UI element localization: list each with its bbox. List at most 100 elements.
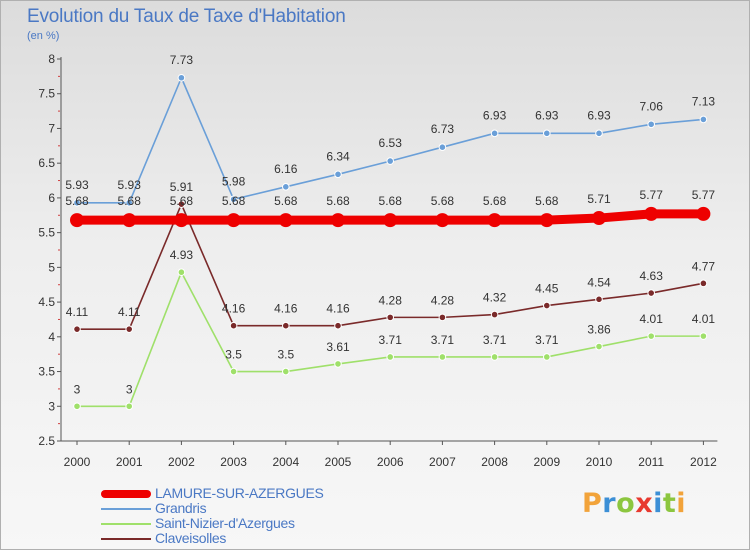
- series-point-0: [592, 211, 606, 226]
- data-label: 5.68: [431, 194, 455, 208]
- y-tick-label: 3.5: [38, 365, 55, 379]
- y-tick-label: 6.5: [38, 156, 55, 170]
- data-label: 5.68: [170, 194, 194, 208]
- data-label: 4.01: [692, 312, 716, 326]
- series-point-1: [543, 129, 551, 138]
- x-tick-label: 2001: [116, 455, 143, 469]
- data-label: 4.28: [431, 293, 455, 307]
- chart-subtitle: (en %): [27, 30, 60, 42]
- series-layer: [70, 73, 711, 411]
- legend-swatch: [101, 490, 151, 498]
- series-point-1: [699, 115, 708, 124]
- series-point-2: [177, 268, 186, 277]
- data-label: 6.93: [587, 108, 611, 122]
- data-label: 4.93: [170, 248, 194, 262]
- series-point-3: [438, 313, 447, 322]
- data-label: 5.68: [535, 194, 559, 208]
- series-point-1: [73, 198, 81, 207]
- data-label: 4.28: [379, 293, 403, 307]
- y-tick-label: 7: [48, 121, 55, 135]
- y-tick-label: 5: [48, 260, 55, 274]
- x-tick-label: 2003: [220, 455, 247, 469]
- data-label: 4.16: [326, 302, 350, 316]
- series-point-2: [386, 353, 395, 361]
- legend-swatch: [101, 523, 151, 525]
- data-label: 3.71: [431, 333, 455, 347]
- y-tick-label: 2.5: [38, 434, 55, 448]
- data-label: 5.68: [222, 194, 246, 208]
- data-label: 5.68: [483, 194, 507, 208]
- series-point-1: [229, 195, 238, 204]
- data-label: 4.32: [483, 291, 507, 305]
- data-label: 4.77: [692, 259, 716, 273]
- series-point-2: [125, 402, 133, 411]
- data-label: 4.01: [640, 312, 664, 326]
- legend-label: Claveisolles: [155, 530, 227, 546]
- data-label: 6.16: [274, 162, 298, 176]
- data-label: 7.73: [170, 53, 194, 67]
- data-label: 5.68: [274, 194, 298, 208]
- series-point-1: [334, 170, 342, 179]
- data-label: 6.73: [431, 122, 455, 136]
- series-point-3: [647, 289, 656, 297]
- series-point-3: [334, 321, 342, 330]
- data-label: 6.53: [379, 136, 403, 150]
- x-tick-label: 2011: [638, 455, 664, 469]
- data-label: 5.68: [326, 194, 350, 208]
- series-point-0: [174, 213, 189, 228]
- series-point-1: [177, 73, 186, 82]
- data-label: 5.93: [65, 178, 89, 192]
- logo-letter: t: [662, 488, 677, 519]
- legend-label: Grandris: [155, 500, 207, 516]
- data-label: 4.16: [274, 302, 298, 316]
- legend-label: LAMURE-SUR-AZERGUES: [155, 485, 324, 501]
- data-label: 4.63: [640, 269, 664, 283]
- logo-letter: P: [582, 488, 603, 519]
- chart-title: Evolution du Taux de Taxe d'Habitation: [27, 6, 346, 27]
- y-tick-label: 5.5: [38, 226, 55, 240]
- logo-letter: i: [676, 488, 687, 519]
- series-point-1: [490, 129, 499, 138]
- data-label: 5.71: [587, 192, 611, 206]
- y-tick-label: 7.5: [38, 87, 55, 101]
- chart-axes: 2.5 3 3.5 4 4.5 5 5.5 6 6.5 7 7.5 8 2000 2001 2002 2003…: [38, 52, 718, 469]
- y-tick-label: 4.5: [38, 295, 55, 309]
- series-point-3: [386, 313, 395, 322]
- data-label: 6.93: [535, 108, 559, 122]
- data-label: 4.16: [222, 302, 246, 316]
- logo-letter: x: [635, 488, 654, 519]
- legend-swatch: [101, 508, 151, 510]
- series-point-3: [229, 321, 238, 330]
- data-label: 5.68: [65, 194, 89, 208]
- data-label: 3.71: [379, 333, 403, 347]
- series-point-2: [438, 353, 447, 361]
- x-tick-label: 2005: [325, 455, 352, 469]
- y-tick-label: 4: [48, 330, 55, 344]
- series-point-2: [229, 367, 238, 376]
- data-label: 5.68: [379, 194, 403, 208]
- x-tick-label: 2007: [429, 455, 456, 469]
- proxiti-logo: Proxiti: [582, 488, 686, 519]
- logo-letter: i: [653, 488, 663, 519]
- logo-letter: r: [602, 488, 617, 519]
- series-point-1: [438, 143, 447, 152]
- data-label: 6.93: [483, 108, 507, 122]
- x-tick-label: 2009: [533, 455, 560, 469]
- data-label: 3: [74, 382, 81, 396]
- series-point-3: [595, 295, 603, 304]
- x-tick-label: 2006: [377, 455, 404, 469]
- series-point-0: [644, 206, 659, 221]
- series-point-2: [699, 332, 708, 340]
- series-point-0: [435, 213, 450, 228]
- series-point-0: [383, 213, 398, 228]
- x-tick-label: 2000: [64, 455, 91, 469]
- series-point-0: [70, 213, 84, 228]
- series-point-0: [696, 206, 711, 221]
- logo-letter: o: [616, 488, 636, 519]
- series-point-2: [73, 402, 81, 411]
- data-label: 5.77: [692, 188, 716, 202]
- x-tick-label: 2004: [272, 455, 299, 469]
- series-point-1: [386, 157, 395, 165]
- series-point-1: [647, 120, 656, 129]
- series-point-0: [226, 213, 241, 228]
